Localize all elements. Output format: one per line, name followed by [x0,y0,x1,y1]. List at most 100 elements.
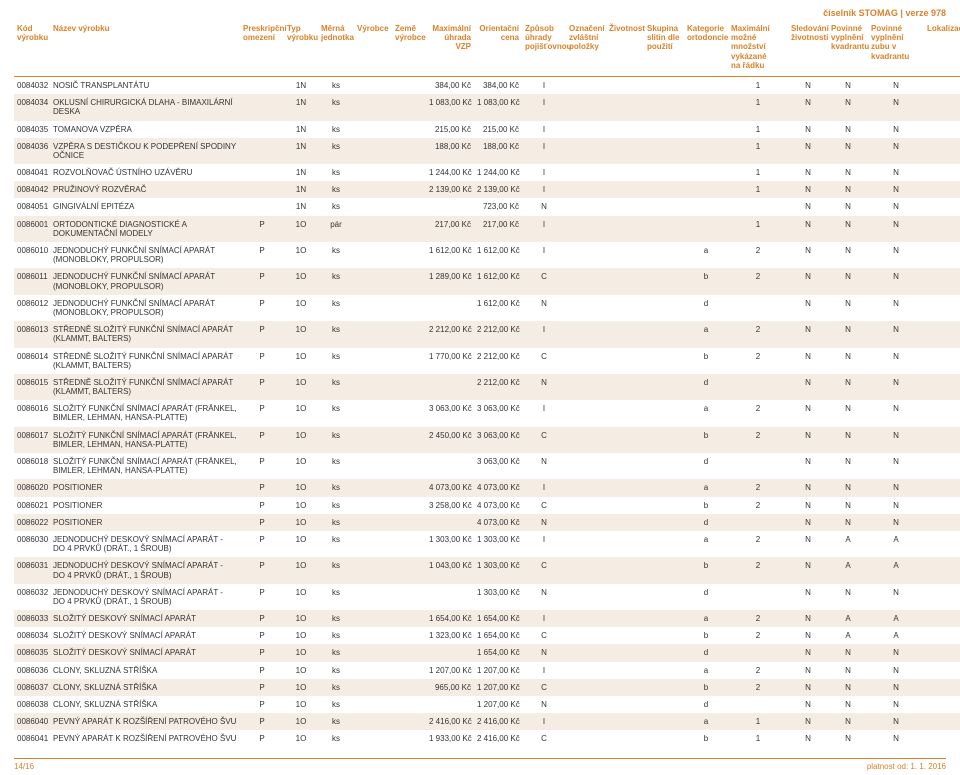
cell-max: 1 [728,181,788,198]
cell-uhrada: 1 323,00 Kč [426,627,474,644]
cell-oznac [566,76,606,94]
cell-lok [924,427,960,453]
cell-pov2: N [868,679,924,696]
cell-vyrobce [354,164,392,181]
cell-kat: b [684,497,728,514]
cell-oznac [566,400,606,426]
cell-pov1: N [828,164,868,181]
page-footer: 14/16 platnost od: 1. 1. 2016 [14,758,946,771]
cell-cena: 723,00 Kč [474,198,522,215]
cell-kod: 0086041 [14,730,50,747]
cell-vyrobce [354,679,392,696]
cell-mj: ks [318,730,354,747]
cell-sled: N [788,268,828,294]
cell-cena: 2 139,00 Kč [474,181,522,198]
cell-uhrada [426,374,474,400]
col-cena: Orientačnícena [474,22,522,76]
cell-typ: 1O [284,321,318,347]
table-row: 0086016SLOŽITÝ FUNKČNÍ SNÍMACÍ APARÁT (F… [14,400,960,426]
cell-max: 2 [728,627,788,644]
cell-typ: 1O [284,713,318,730]
cell-oznac [566,531,606,557]
table-row: 0086035SLOŽITÝ DESKOVÝ SNÍMACÍ APARÁTP1O… [14,644,960,661]
cell-uhrada: 1 770,00 Kč [426,348,474,374]
table-row: 0084042PRUŽINOVÝ ROZVĚRAČ1Nks2 139,00 Kč… [14,181,960,198]
cell-ziv [606,198,644,215]
cell-nazev: POSITIONER [50,497,240,514]
cell-ziv [606,268,644,294]
cell-kod: 0086031 [14,557,50,583]
cell-oznac [566,164,606,181]
cell-kat: b [684,427,728,453]
cell-cena: 3 063,00 Kč [474,400,522,426]
cell-mj: ks [318,164,354,181]
cell-zeme [392,557,426,583]
cell-presk: P [240,662,284,679]
cell-lok [924,138,960,164]
cell-pov1: N [828,268,868,294]
cell-kod: 0086037 [14,679,50,696]
cell-oznac [566,584,606,610]
cell-skup [644,514,684,531]
cell-pov1: A [828,531,868,557]
cell-skup [644,138,684,164]
cell-presk: P [240,557,284,583]
cell-mj: ks [318,713,354,730]
cell-ziv [606,730,644,747]
cell-ziv [606,427,644,453]
cell-zpusob: N [522,295,566,321]
cell-typ: 1O [284,514,318,531]
cell-typ: 1N [284,138,318,164]
cell-mj: ks [318,610,354,627]
cell-nazev: JEDNODUCHÝ DESKOVÝ SNÍMACÍ APARÁT - DO 4… [50,531,240,557]
cell-lok [924,497,960,514]
cell-sled: N [788,138,828,164]
cell-kat [684,76,728,94]
cell-pov2: N [868,295,924,321]
cell-skup [644,216,684,242]
cell-mj: ks [318,531,354,557]
cell-kod: 0086011 [14,268,50,294]
cell-cena: 1 654,00 Kč [474,610,522,627]
cell-pov1: N [828,696,868,713]
cell-kat [684,216,728,242]
cell-lok [924,348,960,374]
cell-nazev: STŘEDNĚ SLOŽITÝ FUNKČNÍ SNÍMACÍ APARÁT (… [50,321,240,347]
cell-sled: N [788,198,828,215]
cell-typ: 1O [284,374,318,400]
cell-nazev: JEDNODUCHÝ FUNKČNÍ SNÍMACÍ APARÁT (MONOB… [50,268,240,294]
cell-vyrobce [354,94,392,120]
cell-skup [644,76,684,94]
cell-presk [240,94,284,120]
cell-presk: P [240,610,284,627]
cell-nazev: SLOŽITÝ FUNKČNÍ SNÍMACÍ APARÁT (FRÄNKEL,… [50,427,240,453]
col-oznac: Označenízvláštnípoložky [566,22,606,76]
cell-pov2: N [868,121,924,138]
cell-mj: ks [318,696,354,713]
cell-skup [644,164,684,181]
cell-uhrada: 2 450,00 Kč [426,427,474,453]
col-max: Maximální možnémnožství vykázanéna řádku [728,22,788,76]
cell-skup [644,427,684,453]
cell-presk: P [240,427,284,453]
cell-kat: d [684,644,728,661]
cell-sled: N [788,400,828,426]
cell-vyrobce [354,348,392,374]
cell-kat [684,164,728,181]
cell-mj: ks [318,627,354,644]
cell-presk [240,138,284,164]
cell-kat [684,94,728,120]
cell-kod: 0086014 [14,348,50,374]
cell-kod: 0084042 [14,181,50,198]
cell-nazev: NOSIČ TRANSPLANTÁTU [50,76,240,94]
table-row: 0086040PEVNÝ APARÁT K ROZŠÍŘENÍ PATROVÉH… [14,713,960,730]
cell-lok [924,94,960,120]
cell-zpusob: I [522,713,566,730]
table-row: 0086014STŘEDNĚ SLOŽITÝ FUNKČNÍ SNÍMACÍ A… [14,348,960,374]
cell-oznac [566,181,606,198]
cell-kat: a [684,713,728,730]
cell-uhrada [426,295,474,321]
cell-pov1: N [828,242,868,268]
cell-zpusob: I [522,216,566,242]
cell-cena: 2 212,00 Kč [474,374,522,400]
